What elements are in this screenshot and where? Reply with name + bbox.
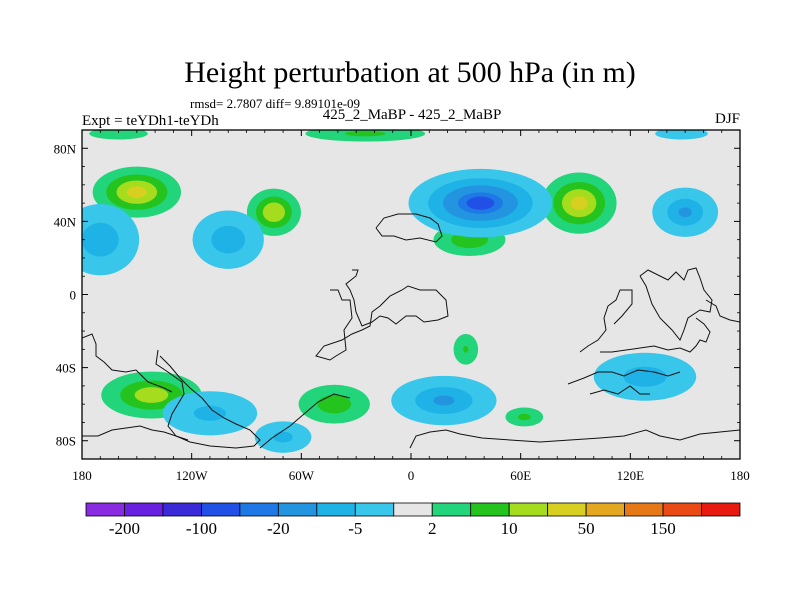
contour-level bbox=[89, 130, 148, 140]
contour-blob bbox=[89, 130, 148, 140]
contour-blob bbox=[298, 384, 370, 424]
contour-blob bbox=[391, 375, 497, 426]
plot-area bbox=[82, 130, 740, 459]
y-tick-label: 80N bbox=[54, 141, 77, 156]
colorbar-swatch bbox=[201, 502, 241, 517]
colorbar-swatch bbox=[470, 502, 510, 517]
colorbar-swatch bbox=[701, 502, 741, 517]
contour-level bbox=[317, 394, 352, 414]
colorbar-swatch bbox=[585, 502, 625, 517]
colorbar-swatch bbox=[547, 502, 587, 517]
contour-blob bbox=[541, 172, 617, 234]
contour-blob bbox=[162, 391, 258, 436]
experiment-label: Expt = teYDh1-teYDh bbox=[82, 113, 219, 129]
contour-blob bbox=[192, 210, 264, 269]
contour-level bbox=[517, 413, 531, 421]
contour-blob bbox=[453, 333, 479, 365]
contour-level bbox=[678, 207, 692, 218]
colorbar-swatch bbox=[508, 502, 549, 517]
contour-level bbox=[262, 202, 286, 222]
contour-blob bbox=[505, 407, 544, 427]
contour-blob bbox=[655, 130, 708, 140]
colorbar-label: 10 bbox=[501, 519, 518, 538]
colorbar: -200 -100 -20 -5 2 10 50 150 bbox=[85, 502, 741, 538]
y-tick-label: 40S bbox=[56, 361, 76, 376]
x-tick-label: 120E bbox=[617, 468, 645, 483]
axis-ticks: 180 120W 60W 0 60E 120E 180 80N 40N 0 40S 80S bbox=[54, 130, 750, 483]
coastline-outline bbox=[82, 213, 740, 449]
colorbar-swatch bbox=[124, 502, 164, 517]
contour-level bbox=[126, 186, 147, 198]
contour-level bbox=[82, 222, 119, 257]
colorbar-swatch bbox=[662, 502, 702, 517]
colorbar-label: -200 bbox=[109, 519, 140, 538]
colorbar-swatch bbox=[85, 502, 125, 517]
y-tick-label: 80S bbox=[56, 434, 76, 449]
contour-level bbox=[211, 225, 246, 254]
colorbar-swatch bbox=[354, 502, 395, 517]
colorbar-label: 50 bbox=[578, 519, 595, 538]
contour-blob bbox=[246, 188, 301, 236]
contour-blob bbox=[92, 166, 182, 218]
colorbar-label: -5 bbox=[348, 519, 362, 538]
contour-level bbox=[273, 431, 293, 443]
colorbar-swatch bbox=[162, 502, 202, 517]
contour-level bbox=[134, 387, 169, 403]
x-tick-label: 60E bbox=[510, 468, 531, 483]
contour-level bbox=[193, 405, 227, 421]
contour-blob bbox=[305, 130, 426, 142]
contour-level bbox=[433, 395, 455, 406]
x-tick-label: 180 bbox=[730, 468, 750, 483]
season-label: DJF bbox=[715, 111, 740, 127]
colorbar-label: -100 bbox=[186, 519, 217, 538]
contour-level bbox=[623, 366, 667, 387]
x-tick-label: 60W bbox=[289, 468, 315, 483]
contour-level bbox=[344, 130, 386, 137]
chart-title: Height perturbation at 500 hPa (in m) bbox=[184, 56, 636, 89]
x-tick-label: 0 bbox=[408, 468, 415, 483]
colorbar-label: -20 bbox=[267, 519, 290, 538]
colorbar-swatch bbox=[316, 502, 356, 517]
colorbar-swatch bbox=[624, 502, 664, 517]
contour-blob bbox=[408, 168, 553, 238]
contour-blob bbox=[254, 421, 312, 453]
y-tick-label: 40N bbox=[54, 214, 77, 229]
colorbar-swatch bbox=[239, 502, 279, 517]
case-label: 425_2_MaBP - 425_2_MaBP bbox=[323, 107, 502, 123]
x-tick-label: 180 bbox=[72, 468, 92, 483]
contour-level bbox=[570, 196, 588, 211]
colorbar-swatch bbox=[431, 502, 472, 517]
contour-fields bbox=[82, 130, 719, 453]
colorbar-label: 2 bbox=[428, 519, 437, 538]
contour-blob bbox=[652, 187, 719, 237]
contour-blob bbox=[82, 204, 140, 276]
contour-level bbox=[655, 130, 708, 140]
colorbar-label: 150 bbox=[650, 519, 676, 538]
colorbar-swatch bbox=[277, 502, 318, 517]
contour-level bbox=[463, 346, 469, 353]
stats-label: rmsd= 2.7807 diff= 9.89101e-09 bbox=[190, 96, 360, 111]
contour-level bbox=[466, 196, 495, 210]
x-tick-label: 120W bbox=[176, 468, 209, 483]
colorbar-swatch bbox=[393, 502, 433, 517]
y-tick-label: 0 bbox=[70, 288, 77, 303]
